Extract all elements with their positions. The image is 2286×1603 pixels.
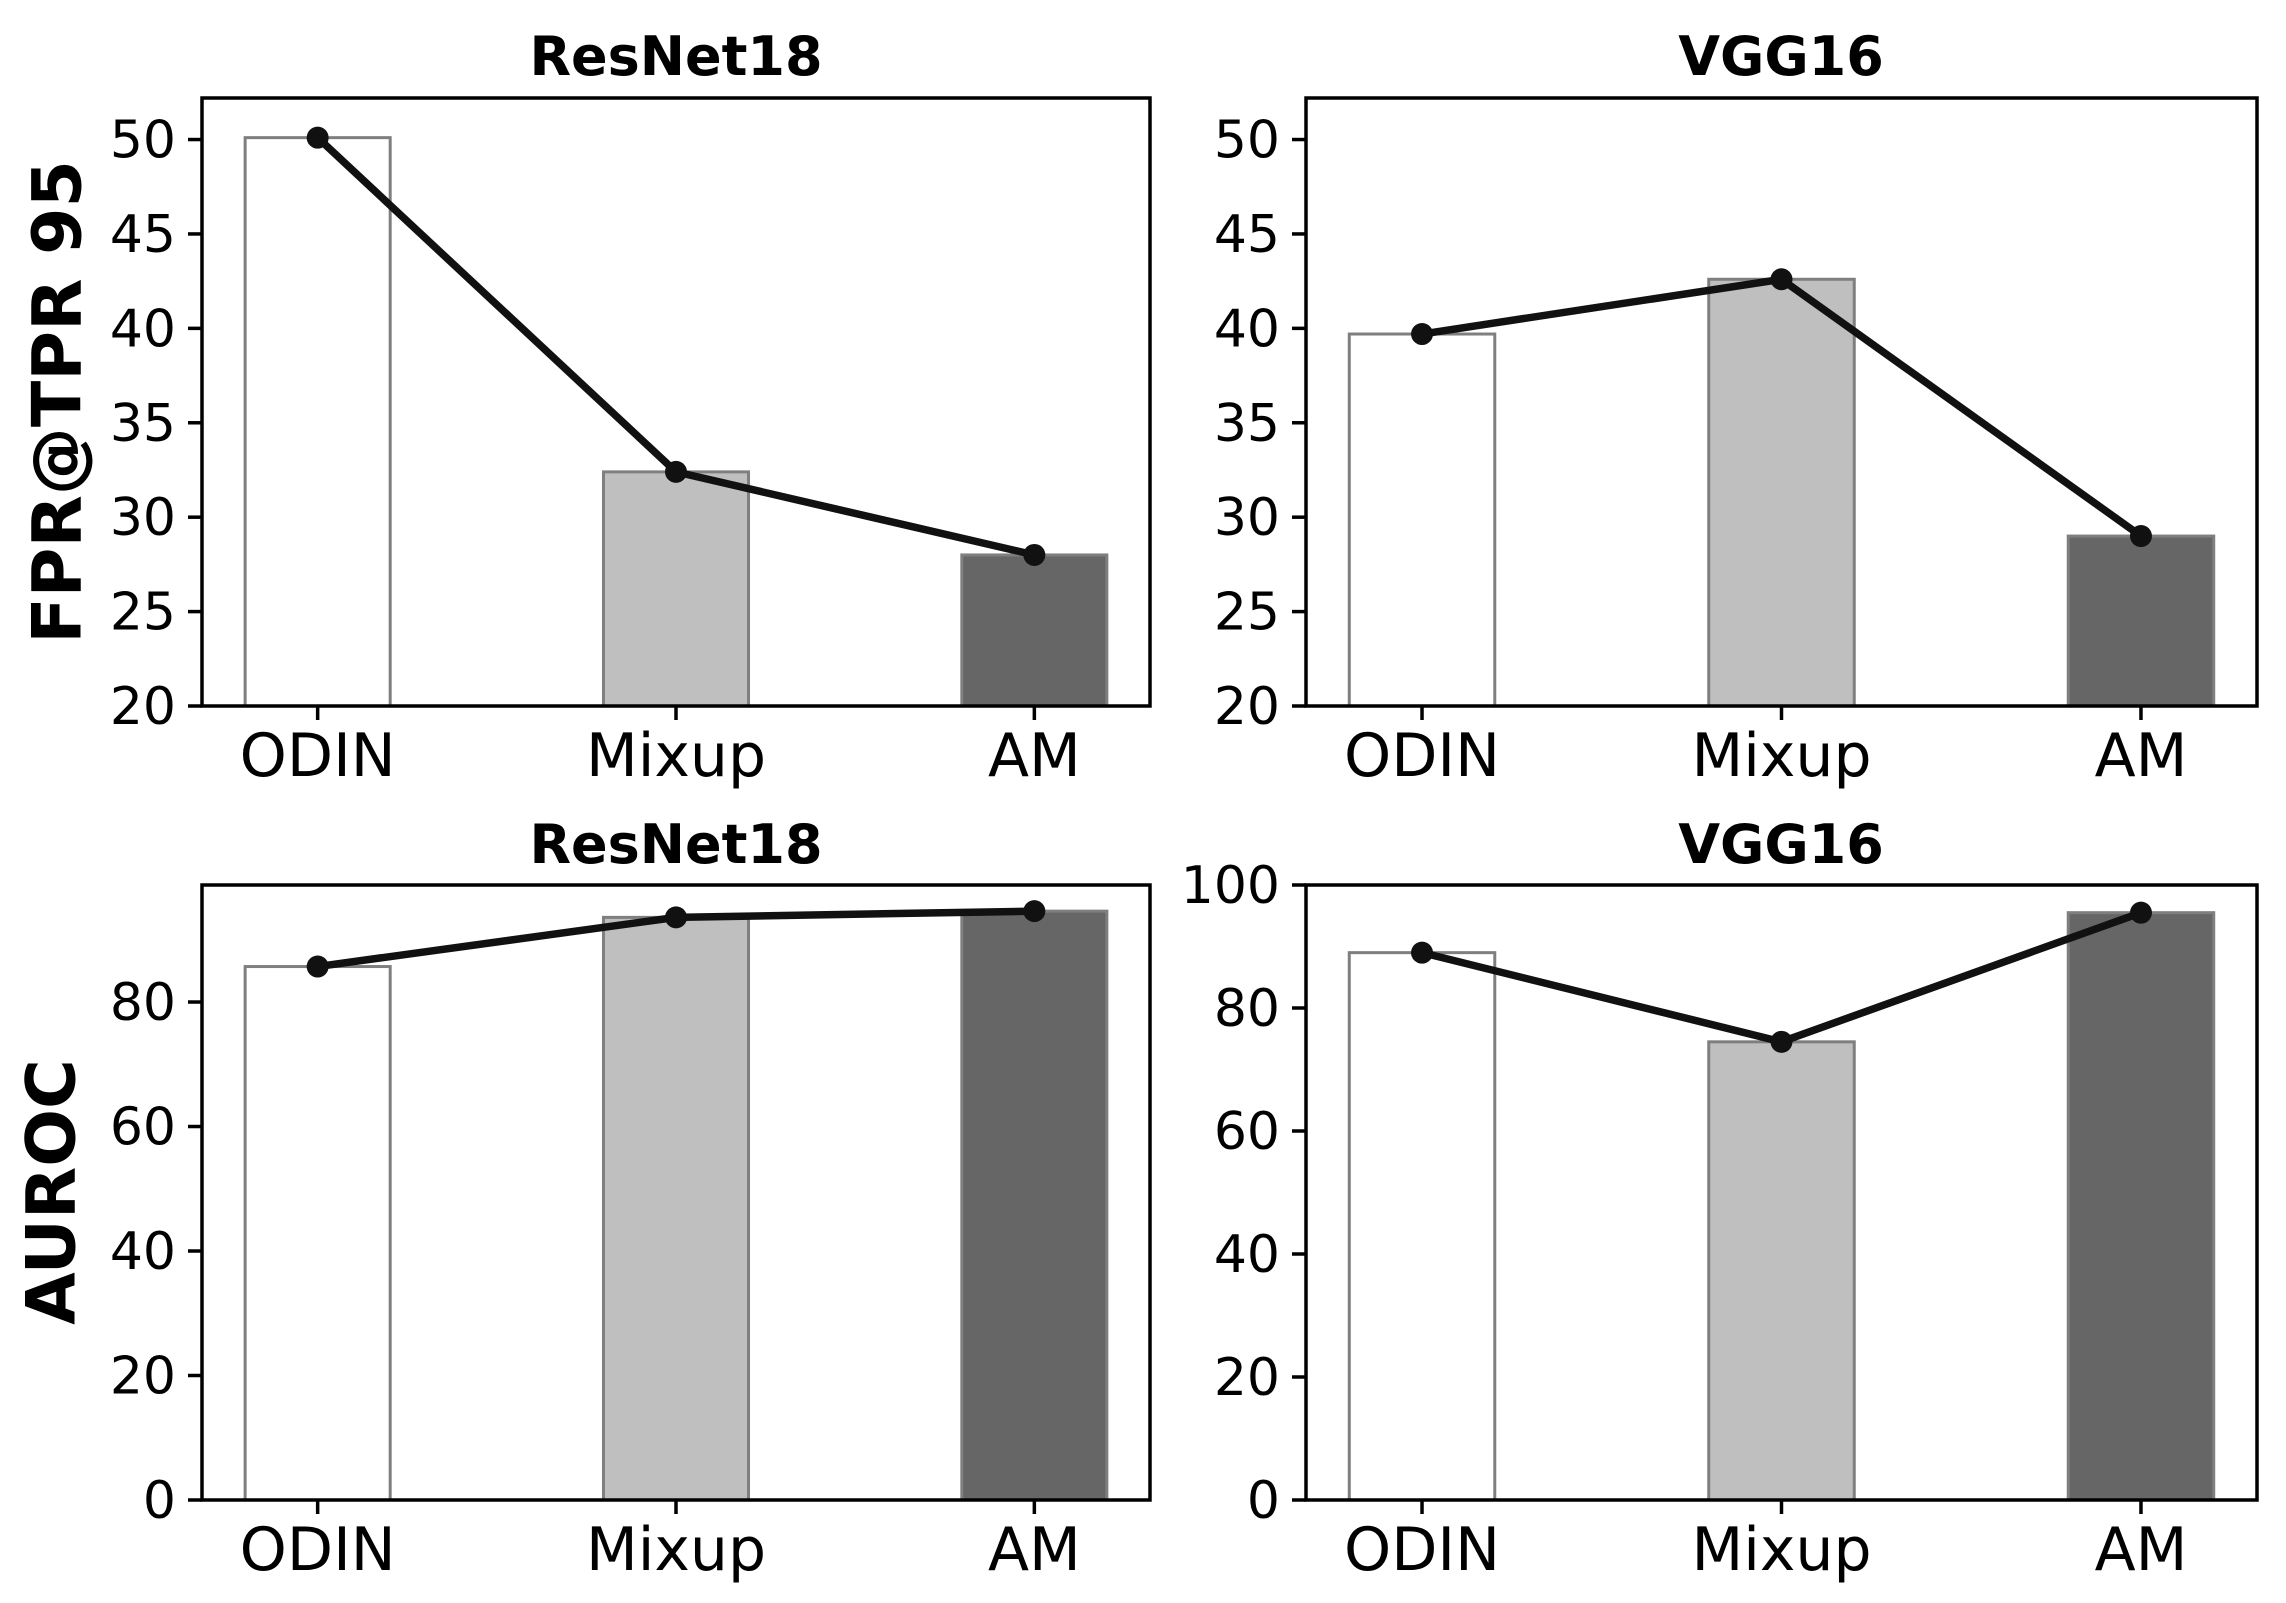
- chart-title-auroc-resnet18: ResNet18: [529, 813, 823, 876]
- bar-mixup: [601, 470, 751, 708]
- marker-mixup: [665, 460, 687, 483]
- x-tick-label-mixup: Mixup: [586, 721, 766, 791]
- bar-odin: [1347, 332, 1497, 708]
- y-tick-label: 20: [1214, 1348, 1280, 1408]
- bar-odin: [1347, 951, 1497, 1502]
- y-tick-label: 45: [110, 205, 176, 265]
- x-tick-label-mixup: Mixup: [1691, 1515, 1871, 1585]
- y-tick-label: 80: [1214, 979, 1280, 1039]
- marker-odin: [1411, 941, 1434, 964]
- marker-am: [2129, 901, 2152, 924]
- marker-am: [1023, 900, 1046, 923]
- x-tick-label-am: AM: [988, 721, 1081, 791]
- bar-odin: [243, 136, 392, 708]
- y-tick-label: 40: [1214, 1225, 1280, 1285]
- x-tick-label-mixup: Mixup: [1691, 721, 1871, 791]
- bar-am: [2066, 911, 2216, 1502]
- chart-2: 0 20 40 60 80 ODIN Mixup AM: [110, 883, 1152, 1585]
- y-tick-label: 40: [110, 299, 176, 359]
- chart-title-auroc-vgg16: VGG16: [1678, 813, 1884, 876]
- y-tick-label: 45: [1214, 205, 1280, 265]
- chart-0: 20 25 30 35 40 45 50 ODIN Mixup AM: [110, 96, 1152, 791]
- x-tick-label-odin: ODIN: [1344, 1515, 1500, 1585]
- y-tick-label: 40: [1214, 299, 1280, 359]
- marker-odin: [306, 955, 329, 978]
- marker-odin: [1411, 323, 1434, 346]
- y-tick-label: 20: [110, 1347, 176, 1407]
- trend-line: [1418, 908, 2145, 1046]
- y-tick-label: 35: [1214, 394, 1280, 454]
- x-tick-label-odin: ODIN: [240, 721, 396, 791]
- y-tick-label: 60: [110, 1098, 176, 1158]
- y-tick-label: 50: [110, 111, 176, 171]
- y-tick-label: 50: [1214, 111, 1280, 171]
- marker-am: [2129, 525, 2152, 548]
- y-axis-label-auroc: AUROC: [12, 1059, 92, 1325]
- bar-mixup: [1707, 277, 1856, 708]
- marker-odin: [306, 126, 329, 149]
- marker-am: [1023, 543, 1046, 566]
- y-tick-label: 40: [110, 1222, 176, 1282]
- bar-am: [960, 553, 1109, 708]
- y-tick-label: 20: [110, 677, 176, 737]
- bar-am: [960, 909, 1109, 1502]
- x-tick-label-odin: ODIN: [240, 1515, 396, 1585]
- chart-3: 0 20 40 60 80 100 ODIN Mixup AM: [1181, 856, 2259, 1585]
- y-tick-label: 35: [110, 394, 176, 454]
- x-tick-label-mixup: Mixup: [586, 1515, 766, 1585]
- bar-am: [2066, 534, 2216, 708]
- chart-title-fpr-vgg16: VGG16: [1678, 25, 1884, 88]
- x-tick-label-am: AM: [2095, 1515, 2188, 1585]
- y-tick-label: 30: [110, 488, 176, 548]
- y-tick-label: 0: [143, 1471, 176, 1531]
- y-tick-label: 60: [1214, 1102, 1280, 1162]
- marker-mixup: [665, 906, 687, 929]
- marker-mixup: [1770, 268, 1793, 291]
- bar-mixup: [601, 915, 751, 1502]
- chart-1: 20 25 30 35 40 45 50 ODIN Mixup AM: [1214, 96, 2259, 791]
- y-tick-label: 30: [1214, 488, 1280, 548]
- bar-odin: [243, 965, 392, 1502]
- chart-title-fpr-resnet18: ResNet18: [529, 25, 823, 88]
- y-tick-label: 25: [110, 583, 176, 643]
- y-tick-label: 100: [1181, 856, 1280, 916]
- y-tick-label: 25: [1214, 583, 1280, 643]
- marker-mixup: [1770, 1030, 1793, 1053]
- y-axis-label-fpr: FPR@TPR 95: [18, 160, 98, 644]
- bar-mixup: [1707, 1040, 1856, 1502]
- x-tick-label-am: AM: [2095, 721, 2188, 791]
- x-tick-label-odin: ODIN: [1344, 721, 1500, 791]
- x-tick-label-am: AM: [988, 1515, 1081, 1585]
- y-tick-label: 80: [110, 973, 176, 1033]
- y-tick-label: 20: [1214, 677, 1280, 737]
- y-tick-label: 0: [1247, 1471, 1280, 1531]
